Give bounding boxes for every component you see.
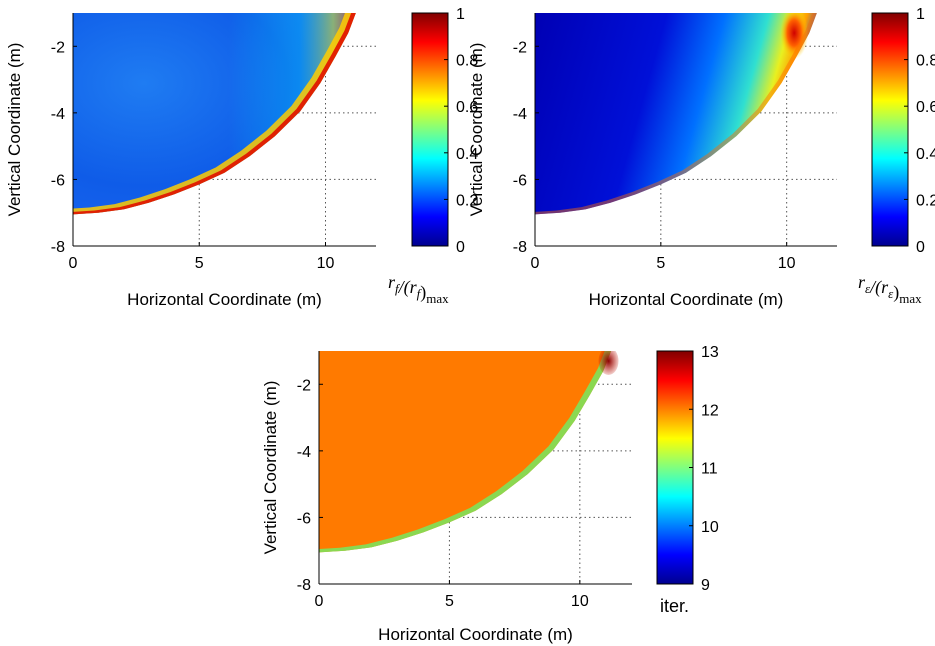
colorbar-tick-label: 0.2	[916, 192, 935, 209]
x-tick-label: 0	[531, 255, 540, 272]
colorbar-gradient	[411, 12, 449, 247]
x-axis-label: Horizontal Coordinate (m)	[589, 290, 784, 309]
colorbar-tick-label: 0	[916, 239, 925, 256]
y-tick-label: -8	[297, 577, 311, 594]
y-axis-label: Vertical Coordinate (m)	[261, 381, 280, 555]
y-tick-label: -6	[297, 510, 311, 527]
x-tick-label: 0	[69, 255, 78, 272]
y-tick-label: -2	[297, 377, 311, 394]
colorbar-label: iter.	[660, 596, 689, 616]
colorbar: 13 12 11 10 9 iter.	[656, 344, 719, 616]
x-tick-label: 5	[195, 255, 204, 272]
y-tick-label: -2	[51, 39, 65, 56]
colorbar-tick-label: 0	[456, 239, 465, 256]
field-hot-spot	[598, 351, 619, 375]
y-tick-label: -8	[51, 239, 65, 256]
y-tick-label: -8	[513, 239, 527, 256]
x-axis-label: Horizontal Coordinate (m)	[127, 290, 322, 309]
y-axis-label: Vertical Coordinate (m)	[467, 43, 486, 217]
field-boundary-band	[319, 351, 612, 553]
field	[535, 13, 817, 215]
x-axis-label: Horizontal Coordinate (m)	[378, 625, 573, 644]
colorbar-tick-label: 0.4	[456, 146, 478, 163]
y-tick-label: -6	[51, 172, 65, 189]
colorbar-tick-label: 12	[701, 402, 719, 419]
colorbar-tick-label: 9	[701, 577, 710, 594]
colorbar-tick-label: 11	[701, 461, 718, 478]
x-tick-label: 0	[315, 593, 324, 610]
field-base	[535, 13, 817, 215]
colorbar-label: rf/(rf)max	[388, 272, 449, 306]
y-tick-label: -4	[51, 106, 65, 123]
colorbar-gradient	[871, 12, 909, 247]
field-edge-overlay	[73, 13, 356, 215]
x-tick-label: 5	[656, 255, 665, 272]
field-boundary-band	[535, 13, 817, 215]
chart-panel-3: 0 5 10 -2 -4 -6 -8 Horizontal Coordinate (m) Ver…	[261, 344, 719, 644]
colorbar-tick-label: 0.4	[916, 146, 935, 163]
colorbar-tick-label: 1	[916, 6, 925, 23]
colorbar-tick-label: 0.8	[916, 53, 935, 70]
colorbar: 1 0.8 0.6 0.4 0.2 0 rf/(rf)max	[388, 6, 478, 306]
x-tick-label: 5	[445, 593, 454, 610]
x-tick-label: 10	[571, 593, 589, 610]
field-base	[319, 351, 612, 553]
y-tick-label: -6	[513, 172, 527, 189]
colorbar-tick-label: 0.6	[456, 99, 478, 116]
x-tick-label: 10	[317, 255, 335, 272]
colorbar-tick-label: 13	[701, 344, 719, 361]
field-boundary-hot	[73, 13, 356, 215]
colorbar: 1 0.8 0.6 0.4 0.2 0 rε/(rε)max	[858, 6, 935, 306]
y-axis-label: Vertical Coordinate (m)	[5, 43, 24, 217]
colorbar-label: rε/(rε)max	[858, 272, 922, 306]
colorbar-tick-label: 10	[701, 519, 719, 536]
x-tick-label: 10	[778, 255, 796, 272]
y-tick-label: -2	[513, 39, 527, 56]
y-tick-label: -4	[513, 106, 527, 123]
colorbar-tick-label: 0.6	[916, 99, 935, 116]
colorbar-tick-label: 0.8	[456, 53, 478, 70]
y-tick-label: -4	[297, 444, 311, 461]
field	[73, 13, 356, 215]
field	[319, 351, 619, 553]
colorbar-gradient	[656, 350, 694, 585]
grid	[319, 351, 632, 584]
field-hot-spot	[780, 13, 809, 59]
colorbar-tick-label: 0.2	[456, 192, 478, 209]
colorbar-tick-label: 1	[456, 6, 465, 23]
